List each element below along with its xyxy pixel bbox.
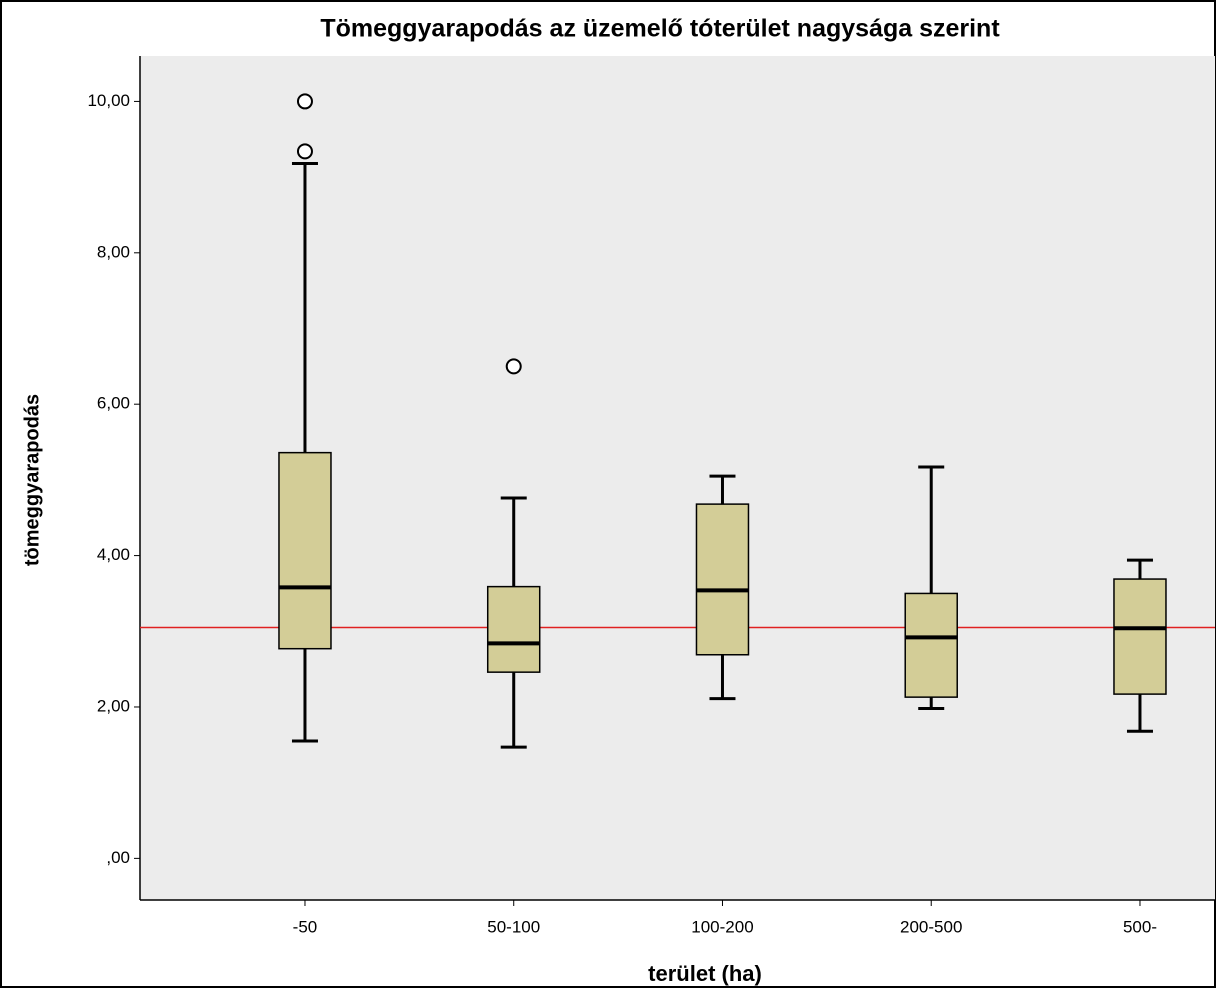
outlier xyxy=(296,143,313,160)
y-tick-label: 6,00 xyxy=(97,394,130,413)
chart-title: Tömeggyarapodás az üzemelő tóterület nag… xyxy=(320,15,1000,43)
y-axis-label: tömeggyarapodás xyxy=(21,394,43,566)
y-tick-label: 10,00 xyxy=(87,91,130,110)
y-tick-label: 4,00 xyxy=(97,545,130,564)
x-tick-label: 50-100 xyxy=(487,917,540,936)
y-tick-label: ,00 xyxy=(106,848,130,867)
y-tick-label: 2,00 xyxy=(97,696,130,715)
outlier xyxy=(505,358,522,375)
box xyxy=(695,503,750,656)
x-tick-label: -50 xyxy=(293,917,318,936)
box xyxy=(1113,578,1167,695)
x-tick-label: 100-200 xyxy=(691,917,753,936)
box xyxy=(486,585,541,673)
x-tick-label: 500- xyxy=(1123,917,1157,936)
outlier xyxy=(296,93,313,110)
x-tick-label: 200-500 xyxy=(900,917,962,936)
x-axis-label: terület (ha) xyxy=(648,961,762,986)
box xyxy=(278,451,332,650)
y-tick-label: 8,00 xyxy=(97,242,130,261)
box xyxy=(904,592,958,698)
